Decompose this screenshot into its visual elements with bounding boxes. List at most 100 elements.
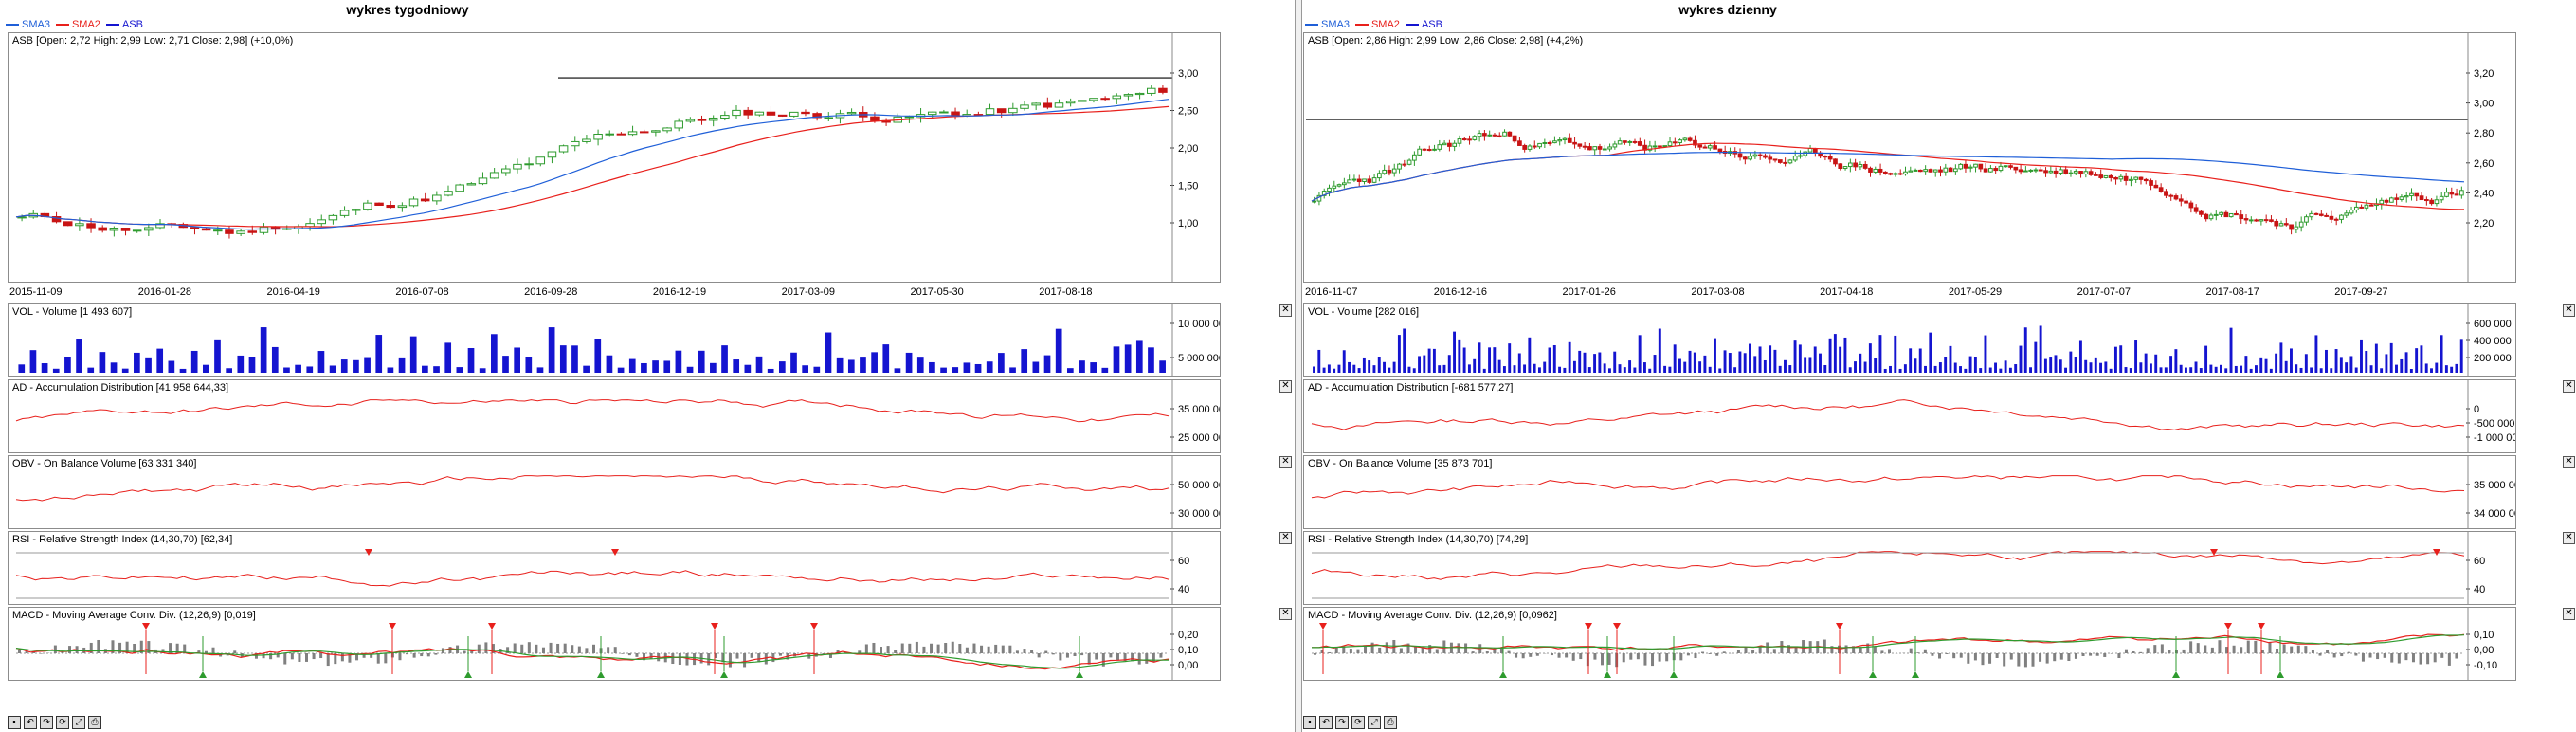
volume-bar (2008, 367, 2012, 373)
legend-asb[interactable]: ASB (1405, 19, 1442, 30)
right-volume-pane[interactable]: VOL - Volume [282 016] 600 000 400 000 200… (1303, 303, 2516, 377)
volume-bar (1618, 364, 1622, 373)
macd-histogram-bar (2383, 653, 2386, 658)
legend-sma3[interactable]: SMA3 (6, 19, 50, 30)
volume-bar (1828, 338, 1832, 373)
left-macd-close-button[interactable]: ✕ (1279, 608, 1292, 620)
legend-sma3[interactable]: SMA3 (1305, 19, 1350, 30)
panel-divider[interactable] (1295, 0, 1302, 732)
print-icon[interactable]: ⎙ (88, 716, 101, 729)
redo-icon[interactable]: ↷ (1335, 716, 1349, 729)
undo-icon[interactable]: ↶ (1319, 716, 1333, 729)
volume-bar (1788, 365, 1792, 373)
legend-asb[interactable]: ASB (105, 19, 143, 30)
macd-histogram-bar (2110, 653, 2113, 654)
right-obv-pane[interactable]: OBV - On Balance Volume [35 873 701] 35 … (1303, 455, 2516, 529)
right-obv-close-button[interactable]: ✕ (2563, 456, 2575, 468)
macd-histogram-bar (348, 653, 352, 663)
candle-body (1497, 135, 1502, 137)
candle-body (2368, 204, 2374, 207)
macd-histogram-bar (2139, 651, 2143, 653)
macd-histogram-bar (406, 653, 409, 655)
save-icon[interactable]: ▪ (8, 716, 21, 729)
candle-body (2379, 199, 2385, 205)
volume-bar (1994, 362, 1997, 373)
macd-histogram-bar (844, 651, 847, 653)
ad-axis-tick-label: -500 000 (2474, 418, 2514, 430)
right-ad-close-button[interactable]: ✕ (2563, 380, 2575, 393)
macd-histogram-bar (169, 643, 172, 653)
macd-histogram-bar (1880, 650, 1884, 653)
candle-body (1918, 169, 1923, 173)
zoom-icon[interactable]: ⤢ (72, 716, 85, 729)
volume-bar (375, 335, 383, 373)
volume-bar (2325, 349, 2328, 373)
redo-icon[interactable]: ↷ (40, 716, 53, 729)
right-ad-pane[interactable]: AD - Accumulation Distribution [-681 577… (1303, 379, 2516, 453)
candle-body (1993, 168, 1999, 172)
right-rsi-close-button[interactable]: ✕ (2563, 532, 2575, 544)
candle-body (1623, 140, 1627, 143)
volume-bar (237, 355, 245, 373)
volume-bar (1663, 365, 1667, 373)
left-volume-chart: 10 000 000 5 000 000 (18, 304, 1220, 376)
candle-body (2118, 175, 2124, 180)
ad-axis-tick-label: 25 000 000 (1178, 432, 1220, 444)
volume-bar (121, 368, 129, 373)
undo-icon[interactable]: ↶ (24, 716, 37, 729)
macd-sell-marker (488, 623, 496, 630)
macd-histogram-bar (53, 645, 57, 653)
left-rsi-pane[interactable]: RSI - Relative Strength Index (14,30,70)… (8, 531, 1221, 605)
left-obv-close-button[interactable]: ✕ (1279, 456, 1292, 468)
refresh-icon[interactable]: ⟳ (1351, 716, 1365, 729)
macd-sell-marker (389, 623, 396, 630)
candle-body (2188, 202, 2194, 209)
right-rsi-pane[interactable]: RSI - Relative Strength Index (14,30,70)… (1303, 531, 2516, 605)
date-tick-label: 2017-01-26 (1563, 286, 1616, 298)
candle-body (1913, 169, 1918, 172)
candle-body (1667, 141, 1673, 147)
left-ad-close-button[interactable]: ✕ (1279, 380, 1292, 393)
right-macd-close-button[interactable]: ✕ (2563, 608, 2575, 620)
volume-bar (1313, 366, 1315, 373)
volume-bar (2244, 356, 2248, 373)
candle-body (1932, 169, 1938, 173)
right-macd-pane[interactable]: MACD - Moving Average Conv. Div. (12,26,… (1303, 607, 2516, 681)
print-icon[interactable]: ⎙ (1384, 716, 1397, 729)
save-icon[interactable]: ▪ (1303, 716, 1316, 729)
legend-sma2[interactable]: SMA2 (55, 19, 100, 30)
volume-bar (1124, 344, 1132, 373)
candle-body (1406, 159, 1412, 165)
volume-bar (2420, 345, 2423, 373)
volume-bar (1874, 358, 1878, 373)
volume-bar (2094, 357, 2097, 373)
left-rsi-close-button[interactable]: ✕ (1279, 532, 1292, 544)
volume-bar (2209, 364, 2213, 373)
right-volume-close-button[interactable]: ✕ (2563, 304, 2575, 317)
macd-histogram-bar (334, 653, 337, 665)
macd-histogram-bar (2282, 644, 2286, 653)
candle-body (1477, 133, 1482, 137)
left-price-pane[interactable]: ASB [Open: 2,72 High: 2,99 Low: 2,71 Clo… (8, 32, 1221, 283)
left-volume-pane[interactable]: VOL - Volume [1 493 607] 10 000 000 5 000… (8, 303, 1221, 377)
zoom-icon[interactable]: ⤢ (1368, 716, 1381, 729)
candle-body (247, 230, 258, 233)
volume-bar (641, 362, 647, 373)
volume-bar (1533, 363, 1536, 373)
left-macd-pane[interactable]: MACD - Moving Average Conv. Div. (12,26,… (8, 607, 1221, 681)
volume-bar (1798, 344, 1802, 373)
volume-bar (2299, 367, 2303, 373)
right-price-pane[interactable]: ASB [Open: 2,86 High: 2,99 Low: 2,86 Clo… (1303, 32, 2516, 283)
left-obv-pane[interactable]: OBV - On Balance Volume [63 331 340] 50 … (8, 455, 1221, 529)
volume-bar (721, 345, 728, 373)
volume-bar (1894, 335, 1897, 373)
volume-bar (1944, 357, 1948, 373)
left-volume-close-button[interactable]: ✕ (1279, 304, 1292, 317)
refresh-icon[interactable]: ⟳ (56, 716, 69, 729)
volume-bar (1949, 345, 1952, 373)
left-ad-pane[interactable]: AD - Accumulation Distribution [41 958 6… (8, 379, 1221, 453)
macd-axis-tick-label: 0,10 (2474, 630, 2494, 641)
legend-sma2[interactable]: SMA2 (1354, 19, 1400, 30)
left-price-chart: 3,00 2,50 2,00 1,50 1,00 (15, 33, 1198, 282)
volume-bar (2059, 359, 2062, 373)
